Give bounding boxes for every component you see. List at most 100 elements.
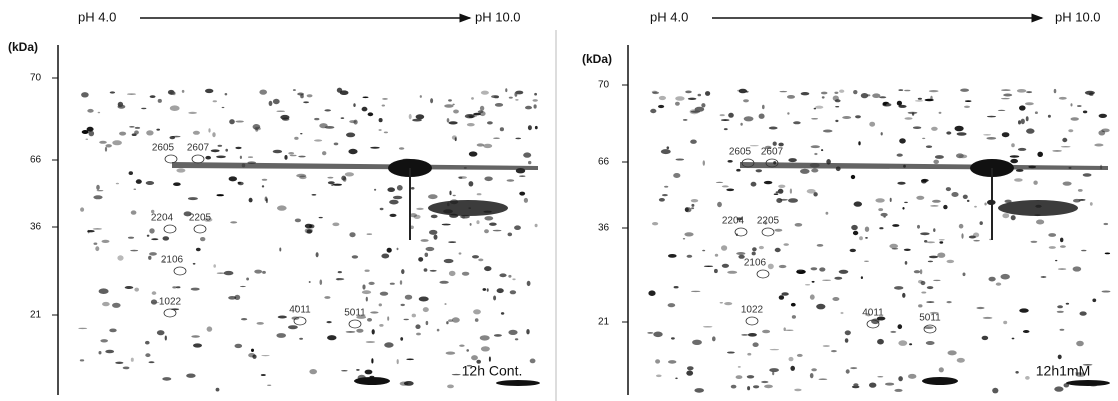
protein-spot (445, 351, 456, 355)
protein-spot (99, 140, 107, 144)
protein-spot (690, 139, 697, 144)
protein-spot (493, 334, 502, 337)
protein-spot (939, 241, 944, 244)
protein-spot (468, 151, 478, 157)
marker-label: 66 (598, 157, 610, 168)
protein-spot (922, 137, 926, 140)
protein-spot (1104, 252, 1111, 255)
protein-spot (230, 221, 238, 224)
protein-spot (986, 137, 997, 140)
protein-spot (783, 327, 786, 332)
protein-spot (961, 233, 964, 239)
protein-spot (150, 299, 158, 305)
protein-spot (150, 302, 160, 304)
spot-label: 5011 (919, 313, 941, 324)
protein-spot (379, 291, 389, 296)
protein-spot (648, 290, 656, 297)
protein-spot (979, 221, 983, 226)
protein-spot (898, 89, 904, 91)
protein-spot (109, 328, 117, 333)
band (172, 162, 538, 170)
protein-spot (774, 247, 781, 253)
protein-spot (822, 345, 830, 347)
protein-spot (880, 132, 883, 136)
protein-spot (1016, 89, 1027, 93)
protein-spot (241, 318, 248, 321)
protein-spot (719, 114, 725, 117)
protein-spot (525, 105, 532, 110)
protein-spot (141, 107, 147, 110)
protein-spot (913, 270, 921, 274)
protein-spot (88, 130, 95, 137)
protein-spot (1010, 215, 1016, 221)
protein-spot (918, 304, 923, 308)
spot-circle (923, 324, 937, 334)
protein-spot (715, 181, 724, 183)
protein-spot (129, 126, 135, 128)
protein-spot (370, 146, 380, 149)
protein-spot (451, 317, 460, 323)
protein-spot (365, 341, 376, 343)
protein-spot (997, 109, 1006, 111)
protein-spot (878, 208, 884, 212)
protein-spot (462, 215, 466, 219)
protein-spot (768, 126, 778, 130)
protein-spot (85, 138, 89, 140)
protein-spot (652, 91, 659, 95)
protein-spot (208, 128, 211, 133)
protein-spot (730, 384, 737, 389)
protein-spot (484, 266, 492, 272)
protein-spot (1009, 155, 1020, 158)
protein-spot (1084, 90, 1095, 95)
protein-spot (668, 254, 677, 258)
protein-spot (690, 110, 701, 113)
protein-spot (834, 276, 843, 280)
protein-spot (684, 232, 694, 237)
protein-spot (458, 252, 462, 255)
protein-spot (349, 232, 356, 238)
protein-spot (1011, 337, 1015, 340)
protein-spot (1034, 111, 1038, 114)
protein-spot (702, 249, 706, 252)
protein-spot (983, 134, 992, 136)
protein-spot (115, 182, 119, 185)
gel-panel: pH 4.0 pH 10.0 (kDa) 70 66 36 21 2605 2607 2204 22… (8, 9, 540, 395)
protein-spot (1015, 371, 1019, 374)
protein-spot (1000, 273, 1010, 280)
protein-spot (736, 217, 743, 221)
protein-spot (1053, 88, 1057, 94)
protein-spot (988, 276, 996, 282)
protein-spot (747, 386, 751, 391)
protein-spot (408, 113, 412, 120)
protein-spot (345, 331, 356, 333)
protein-spot (228, 176, 237, 182)
protein-spot (135, 179, 142, 184)
protein-spot (666, 146, 670, 150)
protein-spot (429, 269, 437, 272)
protein-spot (661, 194, 668, 197)
protein-spot (747, 352, 752, 356)
dark-region (922, 377, 958, 385)
protein-spot (203, 217, 213, 222)
unit-label: (kDa) (8, 40, 38, 54)
protein-spot (127, 236, 135, 239)
protein-spot (727, 160, 733, 163)
spot-circle (348, 319, 362, 329)
protein-spot (131, 133, 137, 136)
protein-spot (694, 388, 704, 393)
protein-spot (1062, 137, 1068, 143)
protein-spot (235, 120, 244, 123)
protein-spot (914, 100, 924, 102)
protein-spot (489, 222, 497, 226)
protein-spot (806, 189, 816, 194)
protein-spot (762, 104, 765, 110)
protein-spot (692, 339, 702, 345)
protein-spot (237, 181, 241, 184)
protein-spot (303, 101, 309, 104)
protein-spot (356, 315, 367, 319)
protein-spot (128, 171, 133, 176)
protein-spot (960, 88, 969, 92)
protein-spot (433, 234, 438, 240)
protein-spot (382, 98, 388, 100)
protein-spot (169, 136, 176, 140)
